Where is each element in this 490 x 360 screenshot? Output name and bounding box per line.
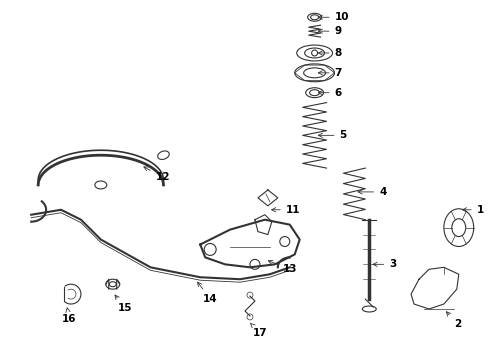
Text: 7: 7	[318, 68, 342, 78]
Text: 8: 8	[318, 48, 342, 58]
Text: 15: 15	[115, 295, 132, 313]
Text: 5: 5	[318, 130, 347, 140]
Text: 11: 11	[271, 205, 300, 215]
Text: 6: 6	[318, 88, 342, 98]
Text: 2: 2	[446, 312, 461, 329]
Text: 12: 12	[144, 167, 170, 182]
Text: 10: 10	[318, 12, 349, 22]
Text: 3: 3	[373, 259, 396, 269]
Text: 13: 13	[269, 260, 297, 274]
Text: 1: 1	[463, 205, 484, 215]
Text: 14: 14	[197, 282, 218, 304]
Text: 17: 17	[250, 323, 268, 338]
Text: 16: 16	[62, 308, 76, 324]
Text: 4: 4	[358, 187, 387, 197]
Text: 9: 9	[318, 26, 342, 36]
